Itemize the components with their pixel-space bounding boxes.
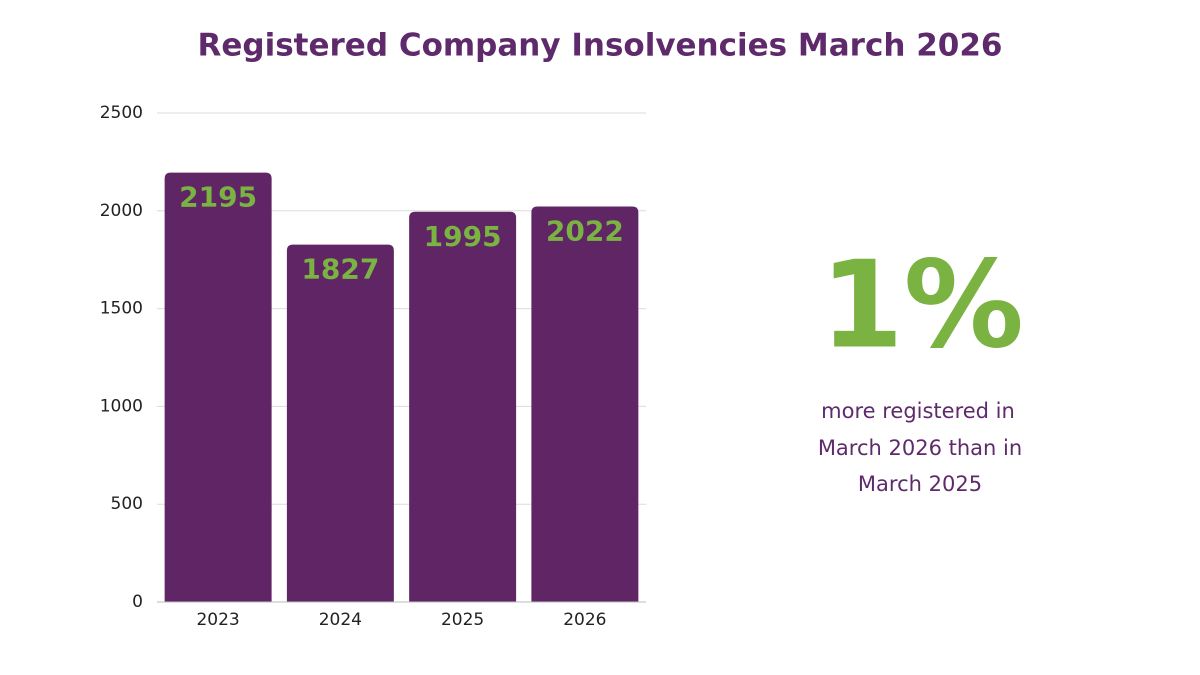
y-tick-label: 2500 <box>100 103 143 123</box>
y-tick-label: 0 <box>132 592 143 612</box>
callout-text: more registered in <box>821 399 1015 423</box>
callout-text: March 2026 than in <box>818 436 1022 460</box>
bar <box>286 244 394 602</box>
data-label: 1827 <box>301 253 379 286</box>
y-tick-label: 1000 <box>100 396 143 416</box>
callout-text: March 2025 <box>858 472 982 496</box>
y-tick-label: 2000 <box>100 201 143 221</box>
x-tick-label: 2025 <box>441 610 484 630</box>
chart-title: Registered Company Insolvencies March 20… <box>198 28 1003 64</box>
x-tick-label: 2026 <box>563 610 606 630</box>
callout-headline: 1% <box>820 237 1024 376</box>
bar <box>409 211 517 602</box>
data-label: 1995 <box>424 220 502 253</box>
data-label: 2195 <box>179 181 257 214</box>
bar <box>531 206 639 602</box>
y-tick-label: 500 <box>111 494 143 514</box>
bar <box>164 172 272 602</box>
x-tick-label: 2023 <box>196 610 239 630</box>
data-label: 2022 <box>546 214 624 247</box>
x-tick-label: 2024 <box>319 610 362 630</box>
y-tick-label: 1500 <box>100 299 143 319</box>
